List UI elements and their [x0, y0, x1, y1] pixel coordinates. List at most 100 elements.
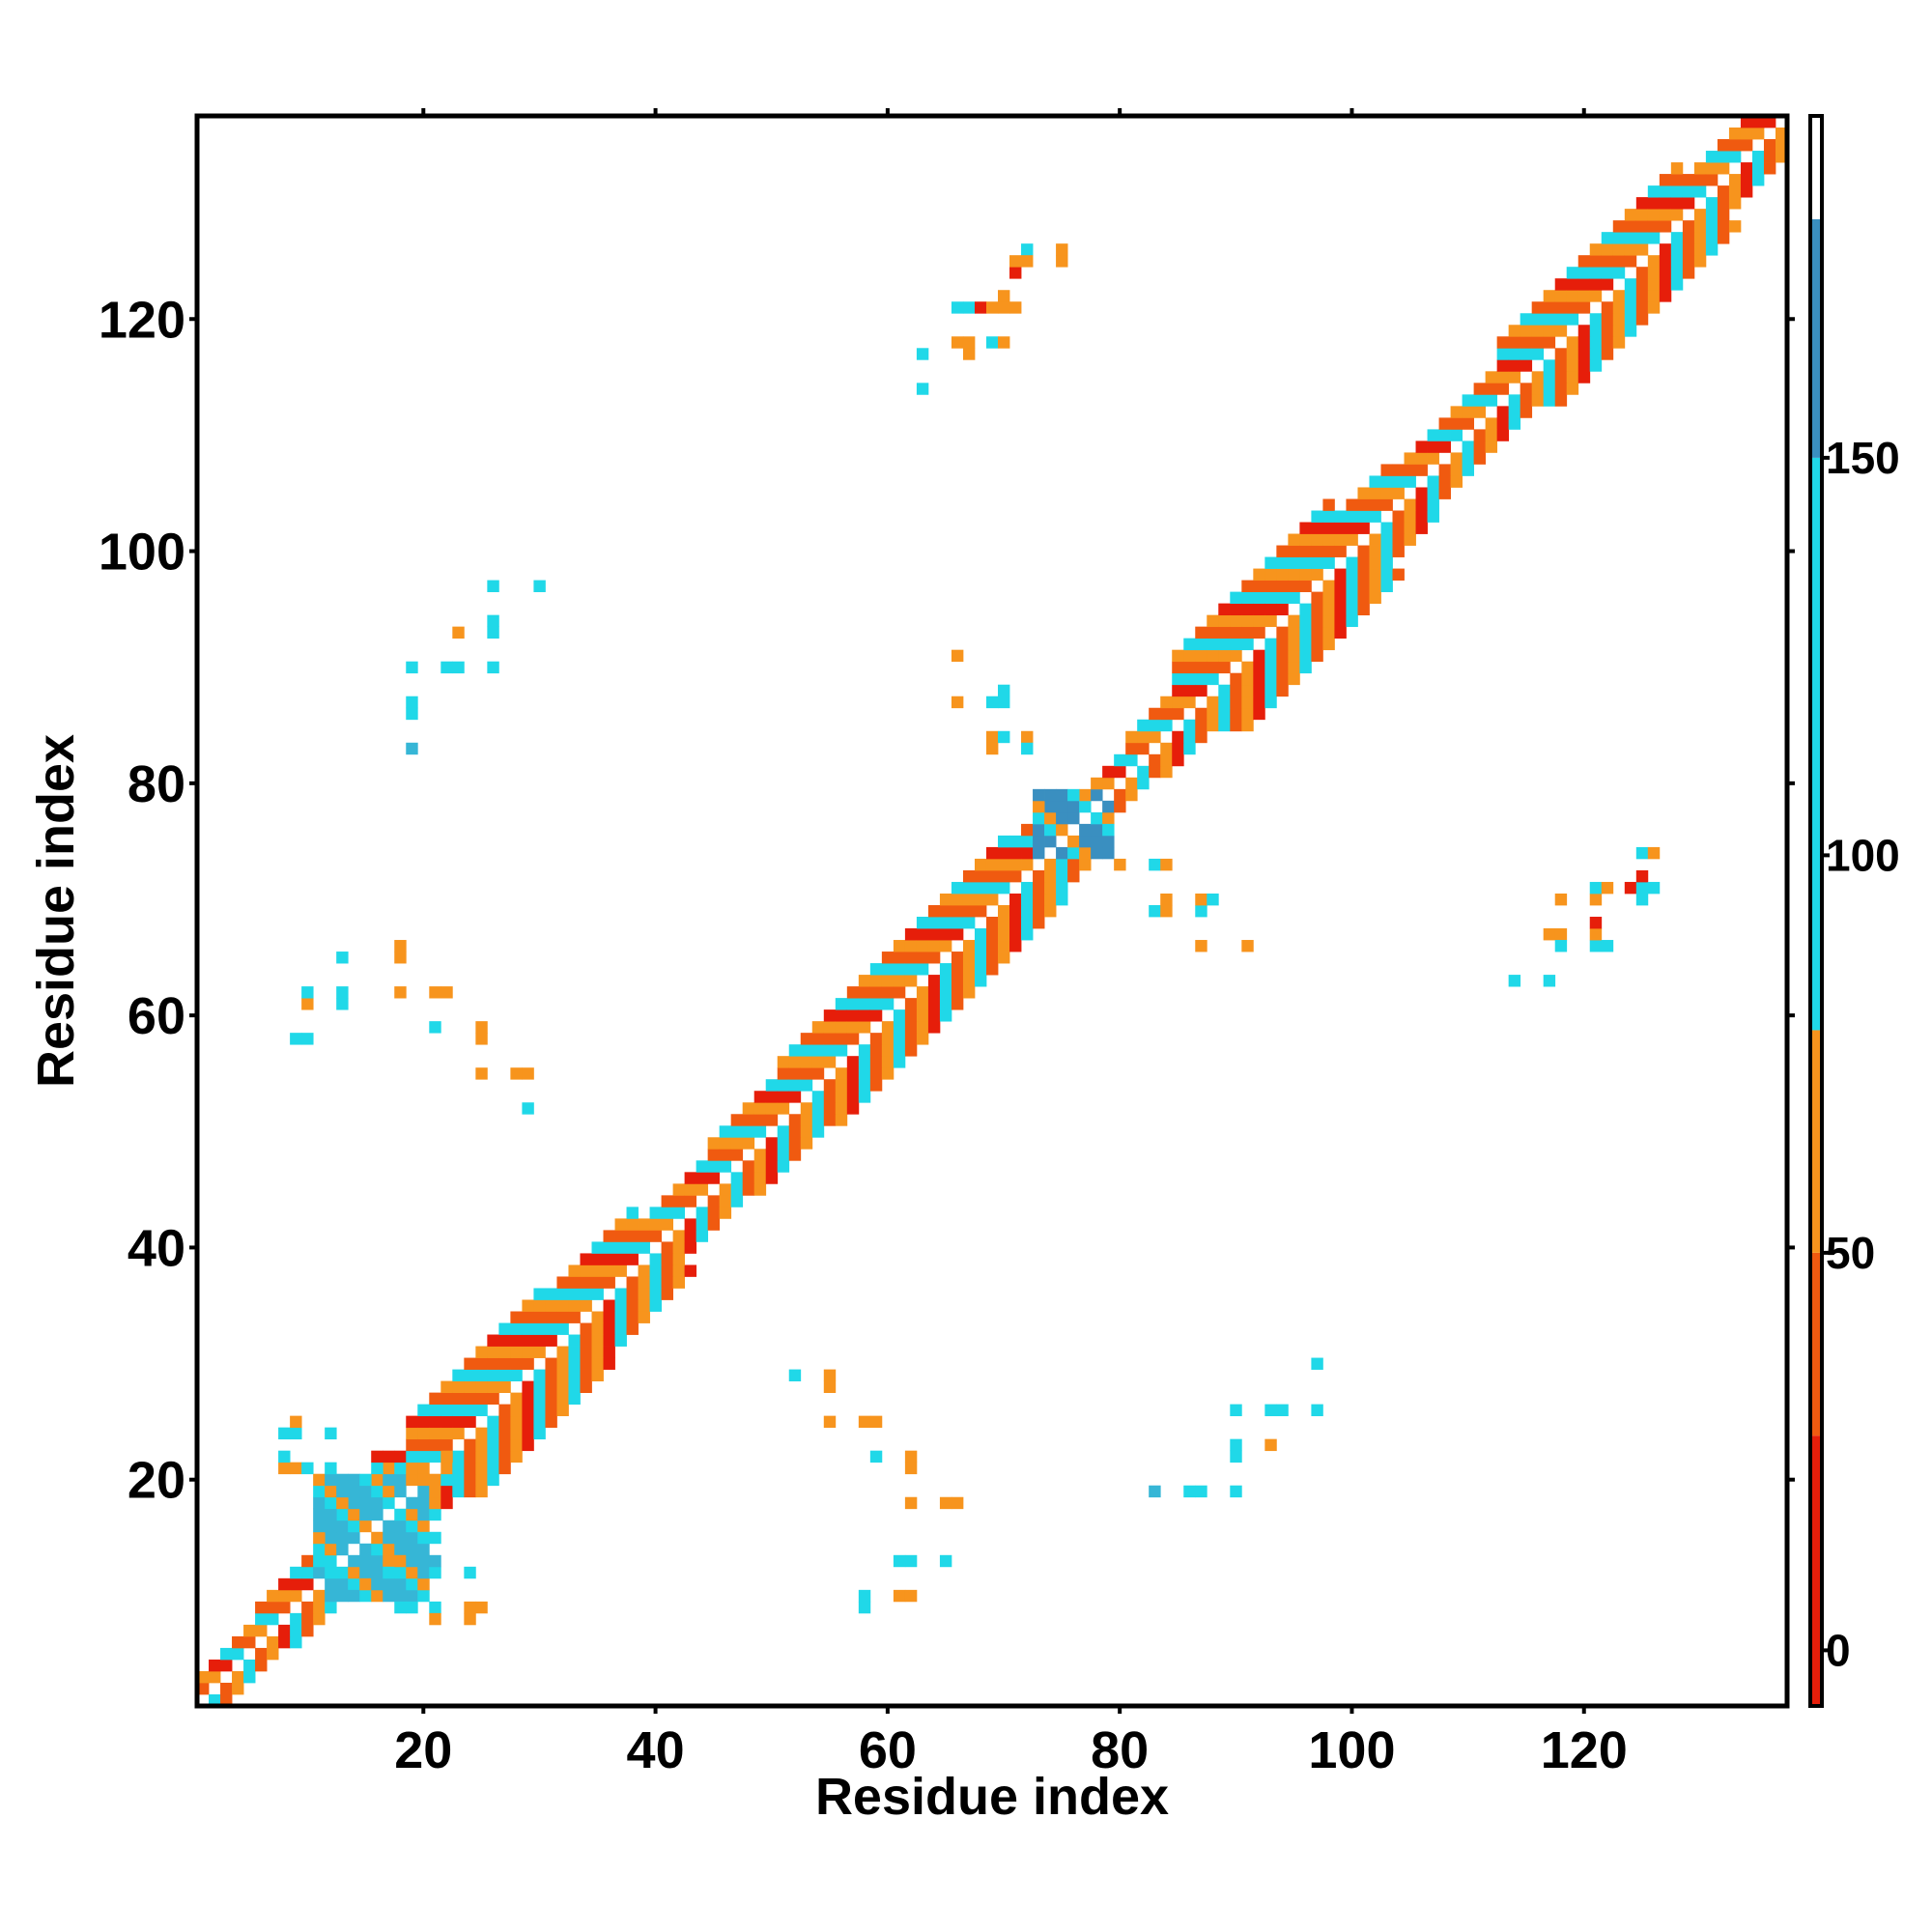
heatmap-cell: [313, 1473, 326, 1487]
heatmap-cell: [1021, 823, 1034, 837]
heatmap-cell: [1601, 232, 1614, 244]
heatmap-cell: [267, 1612, 279, 1626]
heatmap-cell: [1624, 220, 1637, 233]
heatmap-cell: [1207, 672, 1219, 686]
heatmap-cell: [846, 998, 860, 1010]
heatmap-cell: [1241, 591, 1254, 605]
heatmap-cell: [1531, 325, 1545, 337]
heatmap-cell: [336, 952, 349, 964]
heatmap-cell: [1543, 928, 1556, 941]
heatmap-cell: [1334, 614, 1347, 628]
heatmap-cell: [325, 1577, 337, 1591]
heatmap-cell: [1125, 742, 1138, 755]
heatmap-cell: [696, 1230, 709, 1242]
heatmap-cell: [672, 1241, 686, 1254]
heatmap-cell: [1346, 522, 1358, 534]
heatmap-cell: [440, 986, 453, 999]
heatmap-cell: [730, 1125, 744, 1138]
heatmap-cell: [869, 1415, 883, 1429]
heatmap-cell: [1033, 893, 1045, 906]
heatmap-cell: [777, 1056, 790, 1068]
heatmap-cell: [1404, 452, 1416, 465]
heatmap-cell: [1288, 626, 1300, 639]
heatmap-cell: [1624, 313, 1637, 326]
heatmap-cell: [209, 1659, 221, 1672]
heatmap-cell: [1299, 533, 1312, 546]
heatmap-cell: [927, 928, 941, 941]
heatmap-cell: [1195, 1485, 1208, 1498]
heatmap-cell: [1705, 151, 1719, 163]
heatmap-cell: [893, 986, 906, 999]
heatmap-cell: [371, 1485, 384, 1498]
heatmap-cell: [1079, 858, 1092, 871]
heatmap-cell: [1612, 325, 1626, 337]
heatmap-cell: [290, 1415, 302, 1429]
heatmap-cell: [1369, 568, 1381, 581]
heatmap-cell: [568, 1288, 581, 1300]
heatmap-cell: [985, 940, 999, 952]
heatmap-cell: [1009, 835, 1022, 848]
heatmap-cell: [962, 975, 976, 987]
heatmap-cell: [591, 1334, 604, 1347]
heatmap-cell: [1044, 835, 1057, 848]
heatmap-cell: [394, 1462, 407, 1475]
heatmap-cell: [429, 1612, 441, 1626]
heatmap-cell: [1751, 151, 1765, 163]
heatmap-cell: [881, 1067, 895, 1080]
heatmap-cell: [533, 1334, 546, 1347]
heatmap-cell: [568, 1299, 581, 1312]
heatmap-cell: [1207, 614, 1219, 628]
heatmap-cell: [893, 1056, 906, 1068]
heatmap-cell: [1508, 348, 1521, 360]
heatmap-cell: [1091, 777, 1103, 790]
heatmap-cell: [498, 1380, 511, 1393]
heatmap-cell: [1670, 209, 1684, 221]
heatmap-cell: [1207, 707, 1219, 721]
heatmap-cell: [1067, 800, 1080, 813]
heatmap-cell: [533, 1288, 546, 1300]
heatmap-cell: [1612, 267, 1626, 279]
heatmap-cell: [1554, 278, 1568, 291]
heatmap-cell: [603, 1276, 615, 1289]
colorbar-band: [1810, 1252, 1822, 1436]
heatmap-cell: [1067, 788, 1080, 802]
heatmap-cell: [649, 1299, 662, 1312]
heatmap-cell: [1125, 753, 1138, 767]
heatmap-cell: [522, 1415, 534, 1429]
heatmap-cell: [1253, 614, 1265, 628]
heatmap-cell: [1253, 649, 1265, 663]
heatmap-cell: [440, 1450, 453, 1463]
heatmap-cell: [1172, 672, 1184, 686]
heatmap-cell: [1357, 591, 1370, 605]
heatmap-cell: [835, 1044, 848, 1057]
heatmap-cell: [1264, 684, 1277, 697]
heatmap-cell: [1380, 533, 1393, 546]
heatmap-cell: [290, 1624, 302, 1637]
heatmap-cell: [1415, 464, 1428, 476]
heatmap-cell: [974, 881, 987, 895]
y-tick-label: 20: [128, 1452, 185, 1510]
heatmap-cell: [1601, 313, 1614, 326]
heatmap-cell: [475, 1404, 488, 1417]
heatmap-cell: [893, 1021, 906, 1034]
heatmap-cell: [1635, 232, 1649, 244]
heatmap-cell: [777, 1149, 790, 1161]
heatmap-cell: [1635, 846, 1649, 860]
heatmap-cell: [394, 1450, 407, 1463]
heatmap-cell: [1276, 603, 1289, 616]
heatmap-cell: [487, 1369, 499, 1381]
heatmap-cell: [255, 1624, 268, 1637]
heatmap-cell: [464, 1473, 476, 1487]
heatmap-cell: [1021, 835, 1034, 848]
heatmap-cell: [1149, 707, 1161, 721]
heatmap-cell: [962, 940, 976, 952]
heatmap-cell: [556, 1276, 569, 1289]
heatmap-cell: [510, 1334, 523, 1347]
heatmap-cell: [371, 1450, 384, 1463]
heatmap-cell: [951, 975, 964, 987]
heatmap-cell: [487, 1462, 499, 1475]
heatmap-cell: [1473, 440, 1487, 453]
heatmap-cell: [383, 1566, 395, 1579]
heatmap-cell: [510, 1357, 523, 1370]
heatmap-cell: [1346, 568, 1358, 581]
